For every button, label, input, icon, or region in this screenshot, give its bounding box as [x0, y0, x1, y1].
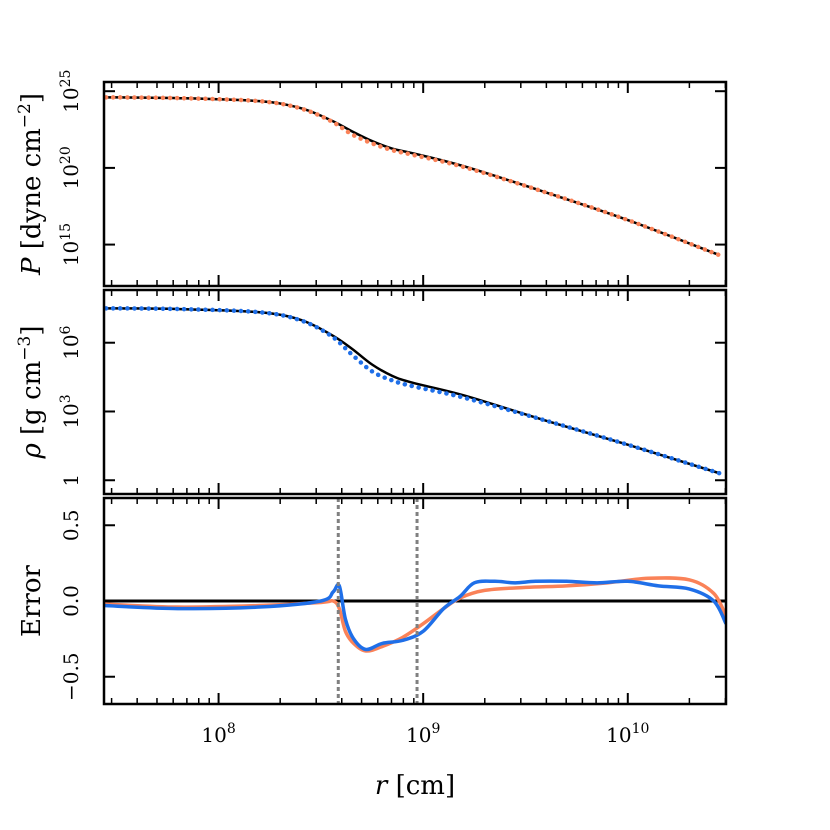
x-axis-label: r [cm] [375, 771, 455, 801]
y-tick-label: 1015 [58, 223, 83, 266]
error-series-line [104, 579, 726, 652]
y-tick-label: 1020 [58, 146, 83, 189]
y-axis-label: ρ [g cm−3] [15, 325, 47, 459]
y-tick-label: 0.5 [59, 509, 83, 541]
y-tick-label: 1025 [58, 70, 83, 113]
pressure-panel: 1025 1020 1015 P [dyne cm−2] [15, 70, 728, 288]
reference-line [106, 307, 721, 475]
series-dotted-line [104, 95, 723, 258]
y-tick-label: 1 [59, 474, 83, 487]
x-tick-label: 1010 [606, 721, 649, 747]
y-tick-label: −0.5 [59, 652, 83, 701]
x-tick-label: 108 [201, 721, 235, 747]
x-axis: 108 109 1010 r [cm] [201, 721, 649, 801]
density-panel: 106 103 1 ρ [g cm−3] [15, 288, 728, 496]
series-dotted-line [104, 306, 723, 476]
series-layer [104, 95, 723, 258]
y-axis-label: Error [17, 564, 47, 636]
error-panel: 0.5 0.0 −0.5 Error [17, 496, 728, 706]
y-axis-label: P [dyne cm−2] [15, 93, 47, 276]
reference-line [106, 96, 721, 257]
y-tick-label: 103 [58, 394, 83, 428]
y-tick-label: 106 [58, 325, 83, 359]
panel-frame [102, 80, 728, 288]
series-layer [104, 576, 726, 653]
panel-frame [102, 496, 728, 706]
panel-frame [102, 288, 728, 496]
plot-area: 1025 1020 1015 P [dyne cm−2] 106 103 1 ρ [g cm−… [15, 70, 728, 801]
y-tick-label: 0.0 [59, 585, 83, 617]
x-tick-label: 109 [406, 721, 440, 747]
series-layer [104, 306, 723, 476]
error-series-line [104, 576, 726, 653]
